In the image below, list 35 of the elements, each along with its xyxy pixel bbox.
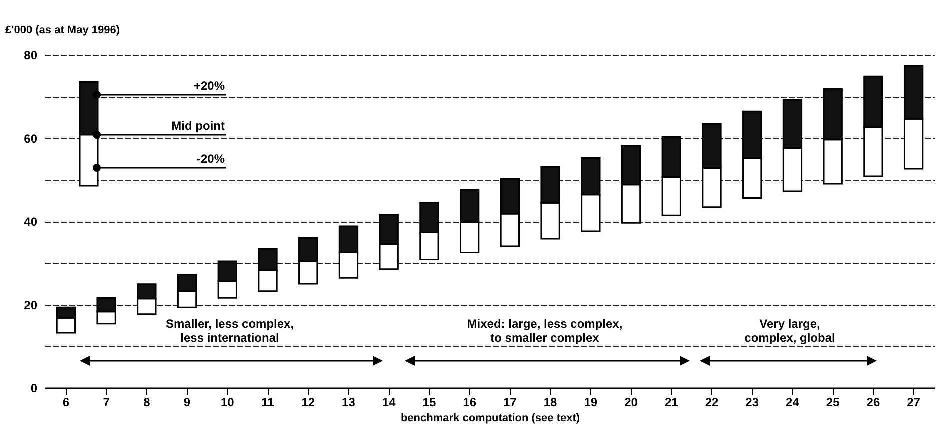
x-tick-label: 22 xyxy=(705,396,719,410)
x-tick-label: 6 xyxy=(62,396,70,410)
x-tick-label: 10 xyxy=(220,396,235,410)
annotation: Smaller, less complex, less international xyxy=(166,317,294,345)
annotation: Very large, complex, global xyxy=(744,317,836,345)
x-tick-label: 18 xyxy=(544,396,558,410)
x-tick-label: 15 xyxy=(422,396,436,410)
x-tick-label: 23 xyxy=(746,396,760,410)
y-tick-label: 40 xyxy=(24,215,38,229)
y-tick-label: 60 xyxy=(24,132,38,146)
x-tick-label: 16 xyxy=(463,396,477,410)
x-tick-label: 20 xyxy=(624,396,638,410)
y-axis-title: £'000 (as at May 1996) xyxy=(6,24,120,36)
x-axis-title: benchmark computation (see text) xyxy=(400,412,580,424)
y-tick-label: 0 xyxy=(30,382,38,396)
y-tick-label: 20 xyxy=(24,298,38,312)
annotation: Mixed: large, less complex, to smaller complex xyxy=(467,317,623,345)
annotation: -20% xyxy=(196,152,226,166)
x-tick-label: 9 xyxy=(184,396,191,410)
annotation: Mid point xyxy=(172,119,225,133)
x-tick-label: 11 xyxy=(262,396,275,410)
x-tick-label: 21 xyxy=(664,396,679,410)
x-tick-label: 26 xyxy=(866,396,880,410)
x-tick-label: 8 xyxy=(144,396,151,410)
x-tick-label: 17 xyxy=(504,396,518,410)
x-tick-label: 27 xyxy=(907,396,921,410)
x-tick-label: 13 xyxy=(342,396,356,410)
x-tick-label: 24 xyxy=(786,396,800,410)
x-tick-label: 7 xyxy=(103,396,110,410)
y-tick-label: 80 xyxy=(24,48,38,62)
x-tick-label: 25 xyxy=(826,396,840,410)
x-tick-label: 12 xyxy=(302,396,316,410)
x-tick-label: 19 xyxy=(584,396,598,410)
x-tick-label: 14 xyxy=(382,396,396,410)
annotation: +20% xyxy=(194,79,226,93)
